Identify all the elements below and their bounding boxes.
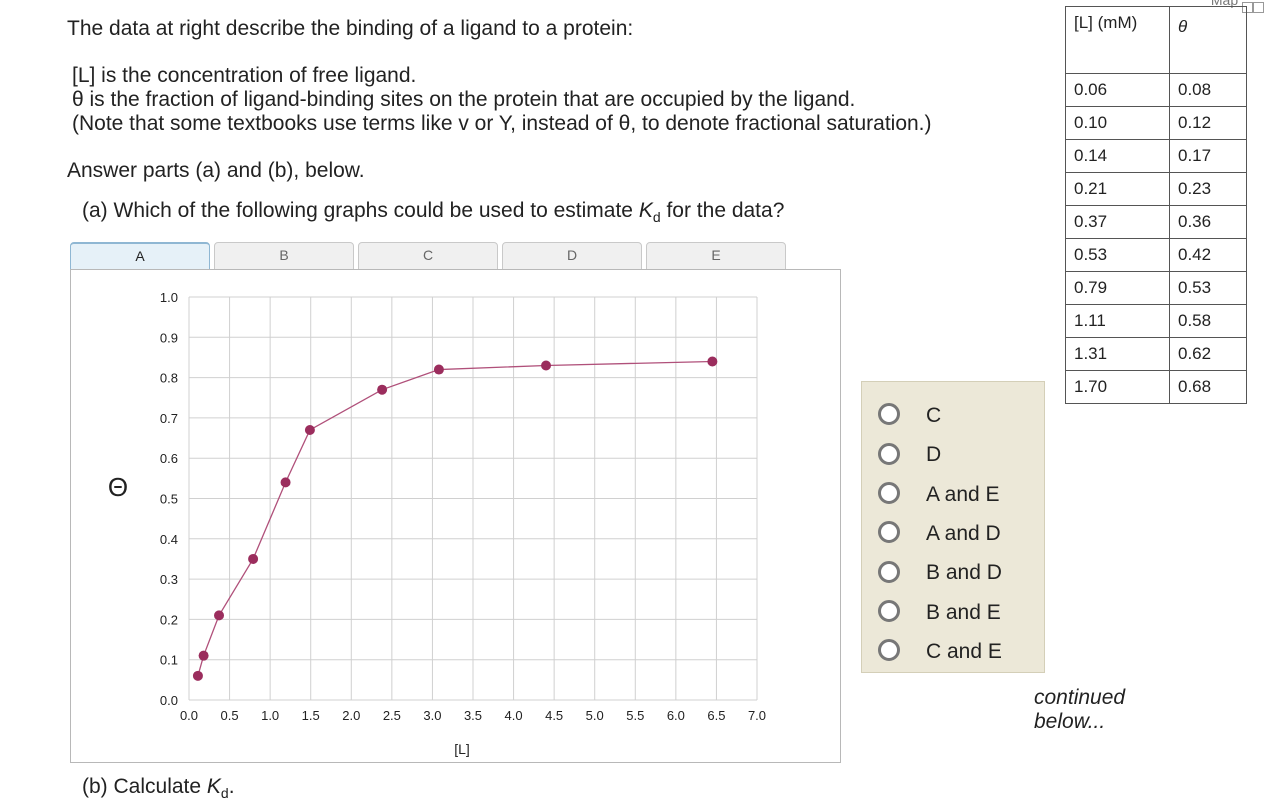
- table-row: 0.21 0.23: [1065, 172, 1247, 206]
- cell-theta: 0.12: [1169, 106, 1247, 140]
- data-table: [L] (mM) θ 0.06 0.08 0.10 0.12 0.14 0.17 0.21 0…: [1065, 6, 1247, 404]
- table-header-row: [L] (mM) θ: [1065, 6, 1247, 74]
- map-label: Map: [1210, 0, 1239, 8]
- part-a-question: (a) Which of the following graphs could …: [82, 199, 785, 225]
- radio-button[interactable]: [878, 442, 900, 465]
- answer-option[interactable]: C: [878, 400, 941, 432]
- instruction-text: Answer parts (a) and (b), below.: [67, 159, 365, 182]
- tab-c[interactable]: C: [358, 242, 498, 270]
- cell-concentration: 0.10: [1065, 106, 1170, 140]
- table-row: 1.31 0.62: [1065, 337, 1247, 371]
- continued-note: continued below...: [1034, 686, 1126, 733]
- table-row: 0.10 0.12: [1065, 106, 1247, 140]
- definition-ligand: [L] is the concentration of free ligand.: [72, 64, 417, 87]
- table-row: 1.11 0.58: [1065, 304, 1247, 338]
- cell-theta: 0.53: [1169, 271, 1247, 305]
- cell-concentration: 0.79: [1065, 271, 1170, 305]
- table-row: 1.70 0.68: [1065, 370, 1247, 404]
- header-concentration: [L] (mM): [1065, 6, 1170, 74]
- cell-theta: 0.58: [1169, 304, 1247, 338]
- tab-e[interactable]: E: [646, 242, 786, 270]
- radio-button[interactable]: [878, 560, 900, 583]
- definition-note: (Note that some textbooks use terms like…: [72, 112, 932, 135]
- cell-concentration: 0.37: [1065, 205, 1170, 239]
- question-intro: The data at right describe the binding o…: [67, 17, 634, 40]
- radio-button[interactable]: [878, 599, 900, 622]
- tab-b[interactable]: B: [214, 242, 354, 270]
- cell-concentration: 0.14: [1065, 139, 1170, 173]
- header-theta: θ: [1169, 6, 1247, 74]
- option-label: B and D: [926, 561, 1002, 585]
- table-row: 0.14 0.17: [1065, 139, 1247, 173]
- option-label: D: [926, 443, 942, 467]
- part-b-question: (b) Calculate Kd.: [82, 775, 235, 801]
- answer-option[interactable]: A and D: [878, 518, 1001, 550]
- radio-button[interactable]: [878, 521, 900, 544]
- answer-option[interactable]: C and E: [878, 636, 1002, 668]
- answer-option[interactable]: A and E: [878, 479, 1000, 511]
- cell-concentration: 1.70: [1065, 370, 1170, 404]
- radio-button[interactable]: [878, 403, 900, 426]
- table-row: 0.06 0.08: [1065, 73, 1247, 107]
- cell-concentration: 0.06: [1065, 73, 1170, 107]
- answer-option[interactable]: B and E: [878, 597, 1001, 629]
- table-row: 0.37 0.36: [1065, 205, 1247, 239]
- definition-theta: θ is the fraction of ligand-binding site…: [72, 88, 856, 111]
- option-label: A and E: [926, 482, 1000, 506]
- cell-concentration: 0.53: [1065, 238, 1170, 272]
- answer-option[interactable]: B and D: [878, 557, 1002, 589]
- cell-concentration: 1.31: [1065, 337, 1170, 371]
- cell-theta: 0.08: [1169, 73, 1247, 107]
- cell-theta: 0.36: [1169, 205, 1247, 239]
- graph-panel: [70, 269, 841, 763]
- cell-theta: 0.62: [1169, 337, 1247, 371]
- cell-theta: 0.23: [1169, 172, 1247, 206]
- cell-concentration: 0.21: [1065, 172, 1170, 206]
- radio-button[interactable]: [878, 482, 900, 505]
- option-label: C: [926, 404, 942, 427]
- answer-option[interactable]: D: [878, 439, 941, 471]
- table-row: 0.79 0.53: [1065, 271, 1247, 305]
- tab-a[interactable]: A: [70, 242, 210, 270]
- cell-concentration: 1.11: [1065, 304, 1170, 338]
- tab-d[interactable]: D: [502, 242, 642, 270]
- cell-theta: 0.17: [1169, 139, 1247, 173]
- radio-button[interactable]: [878, 639, 900, 662]
- option-label: C and E: [926, 639, 1002, 663]
- option-label: A and D: [926, 521, 1001, 545]
- cell-theta: 0.68: [1169, 370, 1247, 404]
- option-label: B and E: [926, 600, 1001, 624]
- cell-theta: 0.42: [1169, 238, 1247, 272]
- map-box-icon: [1253, 2, 1264, 13]
- table-row: 0.53 0.42: [1065, 238, 1247, 272]
